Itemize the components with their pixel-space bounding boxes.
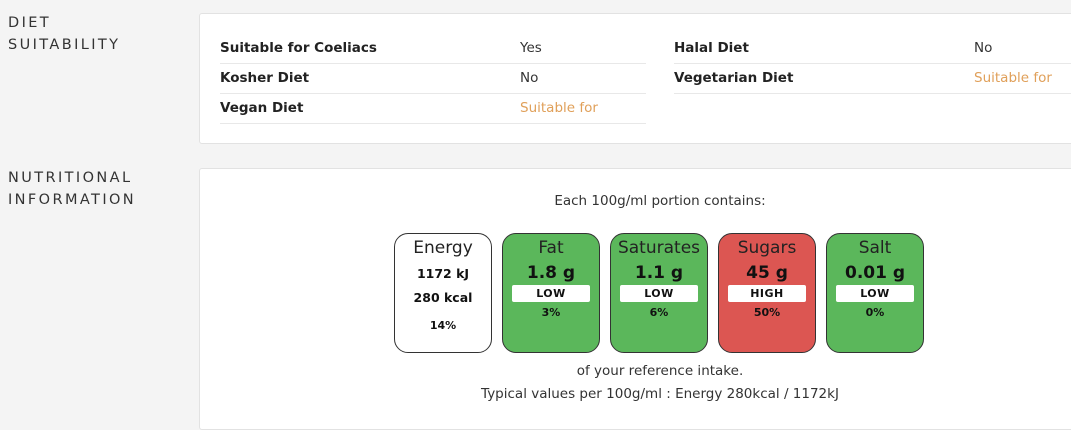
- energy-kcal: 280 kcal: [413, 290, 473, 305]
- diet-label: Kosher Diet: [220, 70, 310, 86]
- energy-kj: 1172 kJ: [416, 266, 470, 281]
- diet-heading-line2: SUITABILITY: [8, 37, 121, 53]
- tile-name: Fat: [538, 238, 564, 258]
- typical-values-note: Typical values per 100g/ml : Energy 280k…: [481, 386, 839, 402]
- diet-label: Vegetarian Diet: [674, 70, 794, 86]
- diet-right-column: Halal Diet No Vegetarian Diet Suitable f…: [674, 34, 1071, 94]
- nutrition-heading-line2: INFORMATION: [8, 192, 137, 208]
- tile-name: Saturates: [617, 238, 701, 258]
- diet-row-vegetarian: Vegetarian Diet Suitable for: [674, 64, 1071, 94]
- tile-level-badge: LOW: [512, 285, 590, 302]
- diet-suitability-heading: DIET SUITABILITY: [8, 12, 120, 56]
- tile-name: Sugars: [737, 238, 797, 258]
- diet-row-halal: Halal Diet No: [674, 34, 1071, 64]
- tile-amount: 0.01 g: [844, 263, 906, 283]
- tile-percent: 14%: [429, 319, 457, 332]
- tile-amount: 45 g: [746, 263, 788, 283]
- diet-suitability-panel: Suitable for Coeliacs Yes Kosher Diet No…: [199, 13, 1071, 144]
- diet-value: Yes: [520, 40, 542, 56]
- tile-amount: 1.1 g: [634, 263, 684, 283]
- tile-level-badge: LOW: [836, 285, 914, 302]
- diet-value: No: [520, 70, 539, 86]
- sugars-tile: Sugars 45 g HIGH 50%: [718, 233, 816, 353]
- diet-row-coeliacs: Suitable for Coeliacs Yes: [220, 34, 646, 64]
- diet-label: Vegan Diet: [220, 100, 304, 116]
- tile-level-badge: HIGH: [728, 285, 806, 302]
- diet-value: Suitable for: [520, 100, 598, 116]
- tile-name: Energy: [413, 238, 473, 258]
- reference-intake-note: of your reference intake.: [576, 363, 744, 379]
- portion-note: Each 100g/ml portion contains:: [554, 193, 766, 209]
- diet-heading-line1: DIET: [8, 15, 52, 31]
- nutritional-information-panel: Each 100g/ml portion contains: Energy 11…: [199, 168, 1071, 430]
- saturates-tile: Saturates 1.1 g LOW 6%: [610, 233, 708, 353]
- diet-value: No: [974, 40, 993, 56]
- nutritional-information-heading: NUTRITIONAL INFORMATION: [8, 167, 136, 211]
- tile-name: Salt: [858, 238, 892, 258]
- diet-label: Halal Diet: [674, 40, 749, 56]
- tile-percent: 6%: [649, 306, 669, 319]
- diet-row-vegan: Vegan Diet Suitable for: [220, 94, 646, 124]
- diet-left-column: Suitable for Coeliacs Yes Kosher Diet No…: [220, 34, 646, 124]
- tile-level-badge: LOW: [620, 285, 698, 302]
- tile-percent: 0%: [865, 306, 885, 319]
- fat-tile: Fat 1.8 g LOW 3%: [502, 233, 600, 353]
- diet-label: Suitable for Coeliacs: [220, 40, 377, 56]
- tile-amount: 1.8 g: [526, 263, 576, 283]
- tile-percent: 50%: [753, 306, 781, 319]
- diet-value: Suitable for: [974, 70, 1052, 86]
- energy-tile: Energy 1172 kJ 280 kcal 14%: [394, 233, 492, 353]
- tile-percent: 3%: [541, 306, 561, 319]
- salt-tile: Salt 0.01 g LOW 0%: [826, 233, 924, 353]
- diet-row-kosher: Kosher Diet No: [220, 64, 646, 94]
- nutrition-heading-line1: NUTRITIONAL: [8, 170, 133, 186]
